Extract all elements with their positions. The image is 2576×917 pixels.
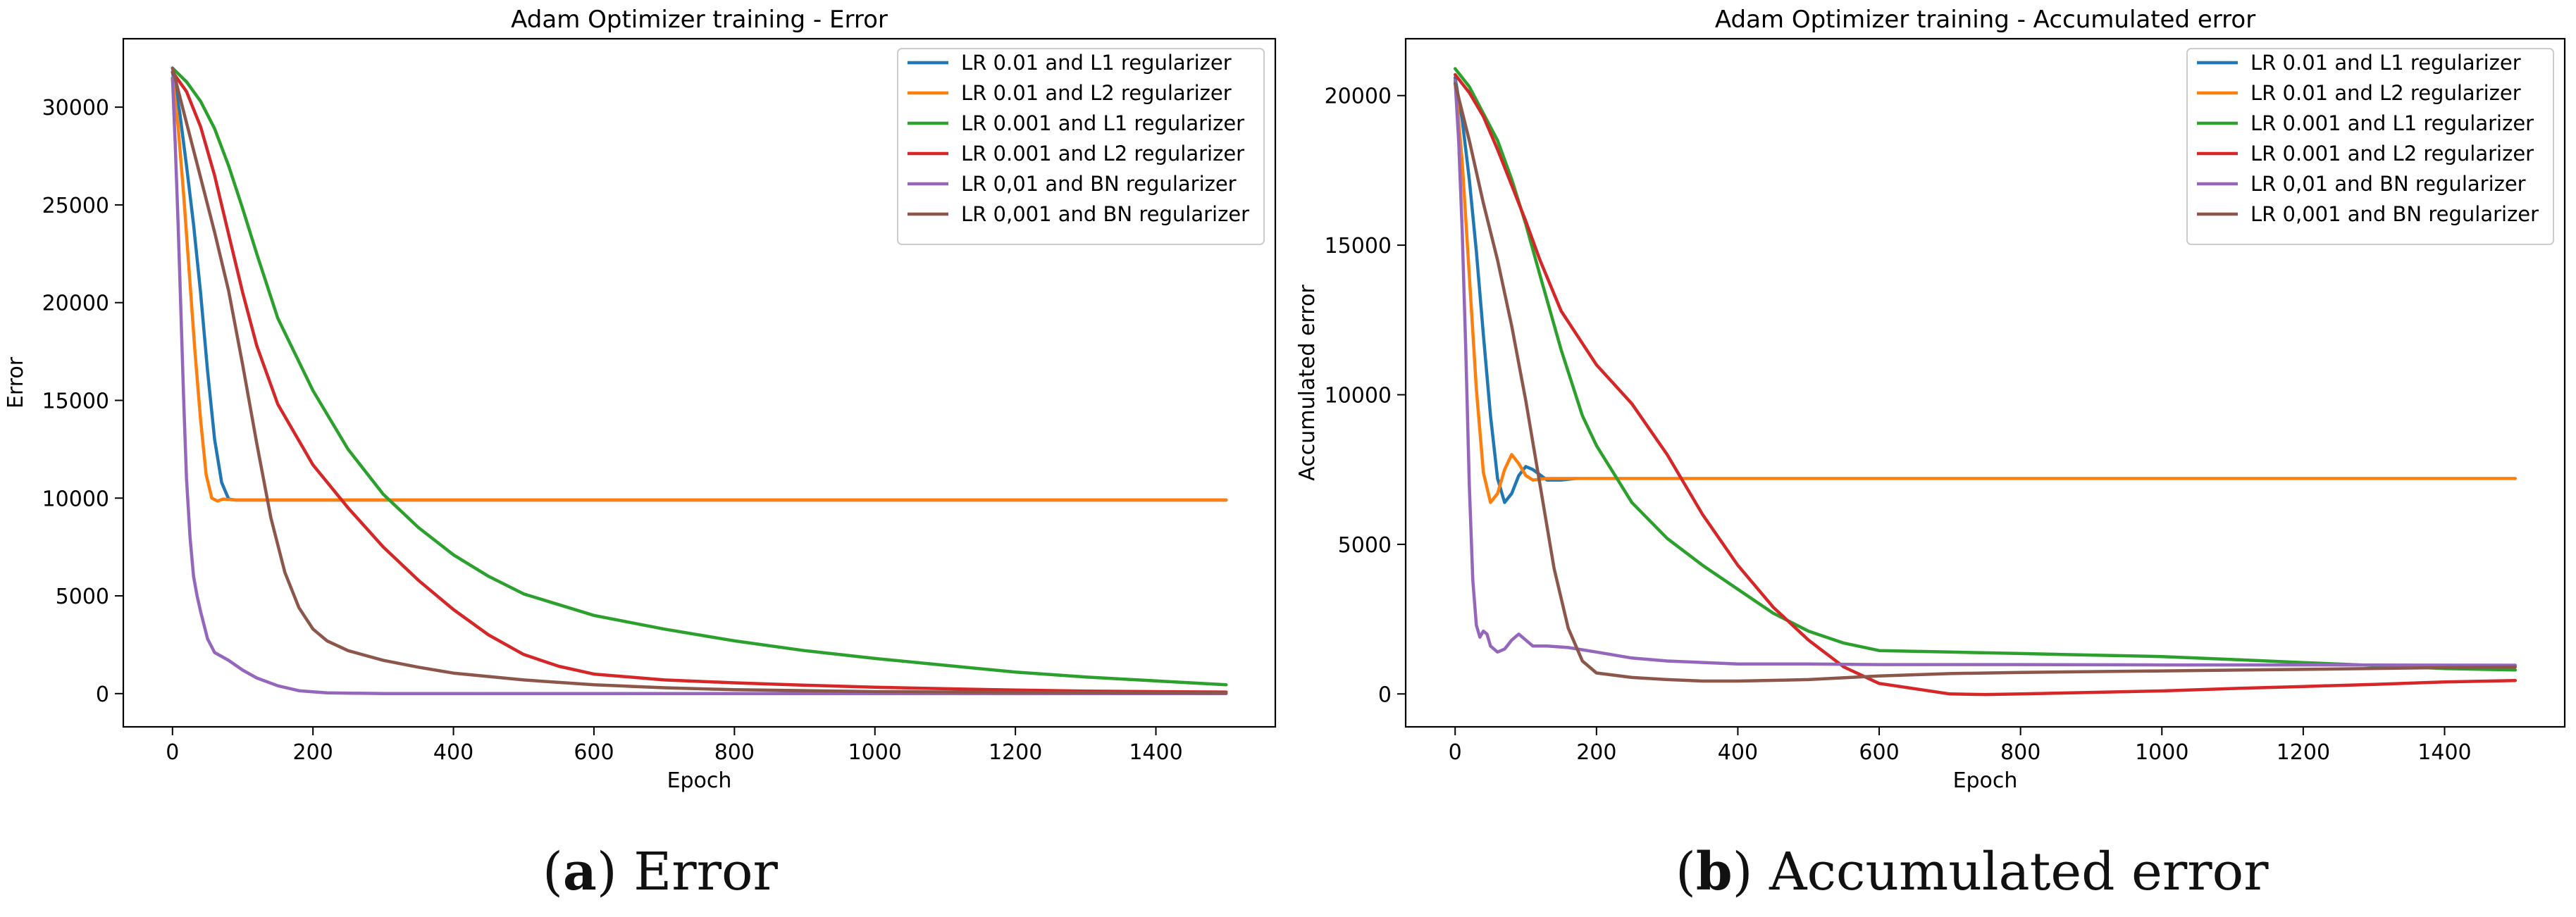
x-tick-label: 800 (714, 740, 755, 765)
legend-label-lr-0-01-and-l1-regularizer: LR 0.01 and L1 regularizer (961, 51, 1232, 75)
legend: LR 0.01 and L1 regularizer LR 0.01 and L2… (897, 48, 1265, 245)
caption-b: (b) Accumulated error (1676, 842, 2269, 902)
legend-label-lr-0-01-and-bn-regularizer: LR 0,01 and BN regularizer (961, 172, 1237, 196)
x-tick-label: 200 (1576, 740, 1616, 765)
y-tick-label: 25000 (42, 194, 109, 218)
y-tick-label: 5000 (56, 585, 109, 609)
x-tick-label: 400 (433, 740, 473, 765)
series-line-lr-0-01-and-l2-regularizer (171, 76, 1228, 503)
x-axis-label: Epoch (1953, 768, 2018, 793)
legend-label-lr-0-001-and-l2-regularizer: LR 0.001 and L2 regularizer (2250, 142, 2534, 166)
x-tick-label: 1200 (2277, 740, 2330, 765)
legend-box (2186, 48, 2554, 245)
series-line-lr-0-01-and-l1-regularizer (1453, 75, 1577, 504)
y-tick-label: 15000 (1325, 234, 1392, 258)
series-group (1453, 67, 2518, 697)
x-tick-label: 600 (574, 740, 614, 765)
x-tick-label: 1400 (2417, 740, 2471, 765)
y-tick-label: 5000 (1338, 533, 1392, 558)
y-tick-label: 10000 (42, 487, 109, 511)
caption-a-letter: a (562, 842, 597, 902)
axes-frame (122, 37, 1277, 728)
legend-label-lr-0-001-and-l2-regularizer: LR 0.001 and L2 regularizer (961, 142, 1244, 166)
x-tick-label: 200 (293, 740, 333, 765)
legend-box (897, 48, 1265, 245)
series-line-lr-0-01-and-l2-regularizer (1453, 79, 2518, 504)
y-tick-label: 20000 (42, 292, 109, 316)
series-line-lr-0-001-and-l2-regularizer (171, 70, 1228, 694)
x-tick-label: 1200 (989, 740, 1042, 765)
series-line-lr-0-001-and-bn-regularizer (171, 66, 1228, 695)
x-tick-label: 0 (166, 740, 179, 765)
legend: LR 0.01 and L1 regularizer LR 0.01 and L2… (2186, 48, 2554, 245)
x-tick-label: 1400 (1129, 740, 1182, 765)
y-tick-label: 0 (1378, 682, 1392, 707)
y-tick-label: 30000 (42, 96, 109, 120)
y-tick-label: 20000 (1325, 85, 1392, 109)
y-tick-label: 15000 (42, 389, 109, 413)
legend-label-lr-0-001-and-bn-regularizer: LR 0,001 and BN regularizer (961, 202, 1249, 226)
chart-title: Adam Optimizer training - Accumulated er… (1715, 6, 2255, 34)
chart-title: Adam Optimizer training - Error (511, 6, 888, 34)
legend-label-lr-0-01-and-l2-regularizer: LR 0.01 and L2 regularizer (2250, 81, 2521, 105)
caption-b-text: Accumulated error (1769, 842, 2269, 902)
legend-label-lr-0-001-and-l1-regularizer: LR 0.001 and L1 regularizer (2250, 111, 2534, 135)
y-axis-label: Error (4, 356, 28, 408)
chart-accumulated-error: 0 200 400 600 800 1000 1200 1400 0 5000 10000 15000… (1295, 6, 2566, 793)
y-axis-label: Accumulated error (1295, 285, 1320, 481)
legend-label-lr-0-01-and-bn-regularizer: LR 0,01 and BN regularizer (2250, 172, 2526, 196)
legend-label-lr-0-001-and-bn-regularizer: LR 0,001 and BN regularizer (2250, 202, 2539, 226)
x-axis-label: Epoch (667, 768, 732, 793)
x-tick-label: 400 (1718, 740, 1758, 765)
series-group (171, 66, 1228, 696)
series-line-lr-0-001-and-bn-regularizer (1453, 82, 2518, 683)
x-tick-label: 600 (1859, 740, 1899, 765)
series-line-lr-0-001-and-l1-regularizer (171, 66, 1228, 687)
series-line-lr-0-01-and-bn-regularizer (171, 76, 1228, 696)
legend-label-lr-0-01-and-l1-regularizer: LR 0.01 and L1 regularizer (2250, 51, 2521, 75)
caption-a: (a) Error (543, 842, 778, 902)
x-tick-label: 1000 (848, 740, 902, 765)
caption-a-text: Error (633, 842, 778, 902)
x-tick-label: 0 (1449, 740, 1462, 765)
series-line-lr-0-001-and-l2-regularizer (1453, 73, 2518, 697)
axes-frame (1404, 37, 2566, 728)
x-tick-label: 1000 (2135, 740, 2188, 765)
y-tick-label: 10000 (1325, 383, 1392, 408)
legend-label-lr-0-01-and-l2-regularizer: LR 0.01 and L2 regularizer (961, 81, 1232, 105)
legend-label-lr-0-001-and-l1-regularizer: LR 0.001 and L1 regularizer (961, 111, 1244, 135)
chart-error: 0 200 400 600 800 1000 1200 1400 0 5000 10000 15000… (4, 6, 1277, 793)
caption-b-letter: b (1695, 842, 1733, 902)
x-tick-label: 800 (2000, 740, 2041, 765)
series-line-lr-0-01-and-bn-regularizer (1453, 79, 2518, 667)
y-tick-label: 0 (96, 682, 109, 707)
